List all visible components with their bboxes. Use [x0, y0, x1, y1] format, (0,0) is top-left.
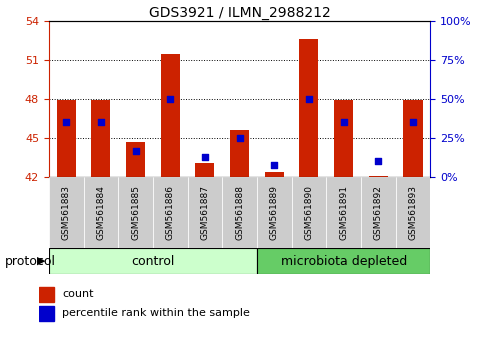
Bar	[230, 130, 249, 177]
Text: percentile rank within the sample: percentile rank within the sample	[62, 308, 249, 318]
Text: GSM561888: GSM561888	[235, 185, 244, 240]
Bar	[39, 306, 54, 321]
Point	[408, 120, 416, 125]
Point	[235, 135, 243, 141]
Bar	[299, 39, 318, 177]
Bar	[291, 177, 325, 248]
Bar	[153, 177, 187, 248]
Point	[305, 96, 312, 102]
Bar	[403, 101, 422, 177]
Bar	[39, 287, 54, 302]
Point	[166, 96, 174, 102]
Bar	[256, 248, 429, 274]
Text: count: count	[62, 289, 93, 299]
Bar	[325, 177, 360, 248]
Text: GSM561893: GSM561893	[407, 185, 417, 240]
Text: GSM561890: GSM561890	[304, 185, 313, 240]
Bar	[333, 101, 352, 177]
Text: GSM561886: GSM561886	[165, 185, 174, 240]
Bar	[368, 176, 387, 177]
Text: GSM561883: GSM561883	[61, 185, 71, 240]
Point	[374, 159, 382, 164]
Bar	[57, 101, 76, 177]
Bar	[91, 101, 110, 177]
Bar	[161, 54, 180, 177]
Point	[62, 120, 70, 125]
Bar	[360, 177, 395, 248]
Bar	[195, 163, 214, 177]
Bar	[395, 177, 429, 248]
Text: GSM561885: GSM561885	[131, 185, 140, 240]
Point	[201, 154, 208, 160]
Point	[97, 120, 104, 125]
Bar	[126, 142, 145, 177]
Text: GSM561889: GSM561889	[269, 185, 278, 240]
Bar	[222, 177, 256, 248]
Text: GSM561884: GSM561884	[96, 185, 105, 240]
Text: control: control	[131, 255, 174, 268]
Bar	[256, 177, 291, 248]
Point	[270, 162, 278, 167]
Text: GSM561892: GSM561892	[373, 185, 382, 240]
Bar	[187, 177, 222, 248]
Text: GSM561887: GSM561887	[200, 185, 209, 240]
Point	[131, 148, 139, 153]
Bar	[83, 177, 118, 248]
Title: GDS3921 / ILMN_2988212: GDS3921 / ILMN_2988212	[148, 6, 330, 20]
Text: GSM561891: GSM561891	[339, 185, 347, 240]
Text: protocol: protocol	[5, 255, 56, 268]
Bar	[49, 177, 83, 248]
Text: microbiota depleted: microbiota depleted	[280, 255, 406, 268]
Point	[339, 120, 347, 125]
Bar	[264, 172, 283, 177]
Text: ▶: ▶	[37, 256, 46, 266]
Bar	[118, 177, 153, 248]
Bar	[49, 248, 256, 274]
